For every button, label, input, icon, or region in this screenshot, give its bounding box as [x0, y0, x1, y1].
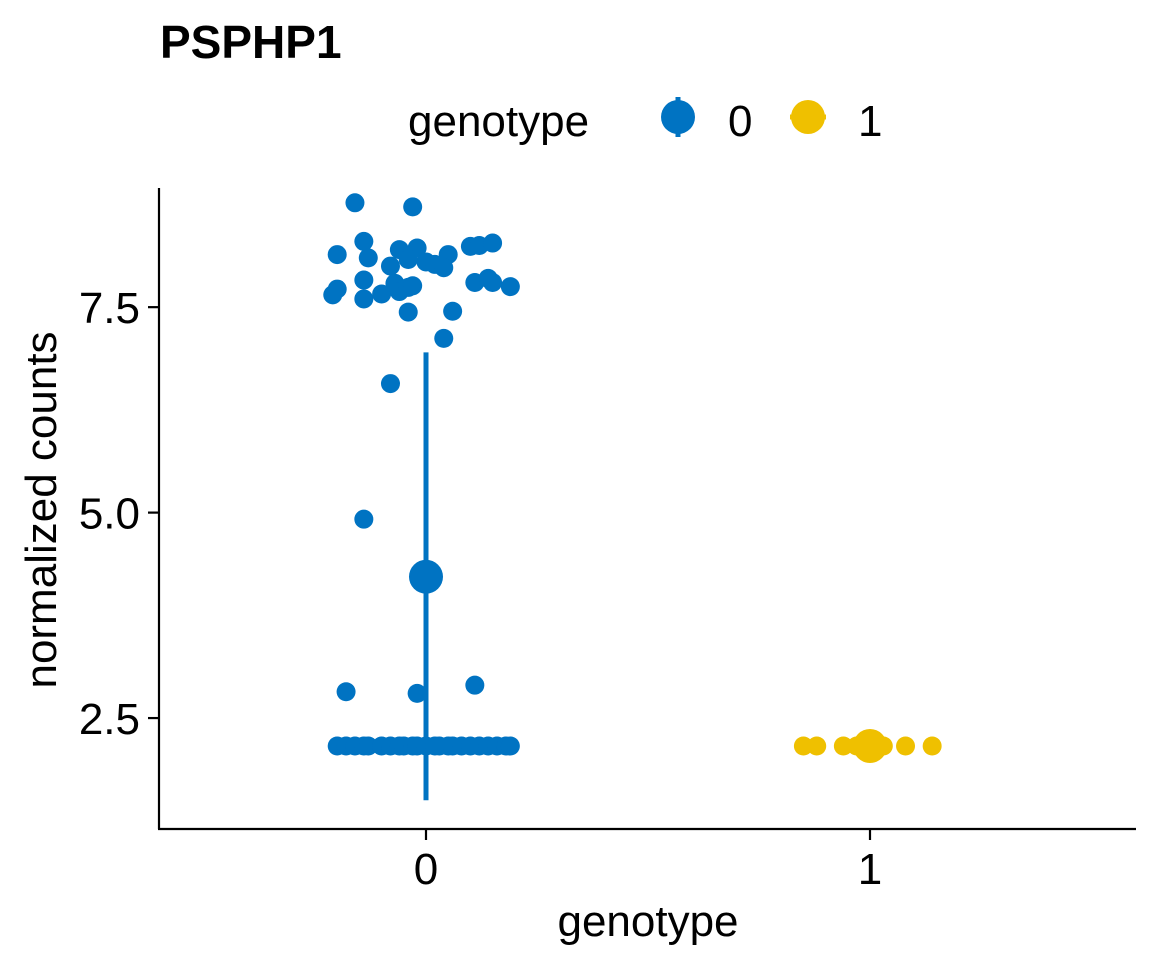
data-point: [434, 258, 454, 278]
mean-point: [853, 728, 887, 763]
mean-point: [409, 559, 443, 594]
legend: genotype 0 1: [408, 97, 882, 146]
data-point: [922, 736, 942, 756]
data-point: [327, 245, 347, 265]
data-point: [793, 736, 813, 756]
chart-title: PSPHP1: [160, 16, 342, 68]
legend-label-0: 0: [728, 97, 752, 146]
data-point: [807, 736, 827, 756]
data-point: [345, 193, 365, 213]
legend-label-1: 1: [858, 97, 882, 146]
y-tick-label: 7.5: [79, 284, 140, 333]
data-point: [336, 682, 356, 702]
data-point: [483, 233, 503, 253]
x-tick-label: 0: [414, 845, 438, 894]
data-point: [833, 736, 853, 756]
data-point: [354, 509, 374, 529]
y-axis: 2.5 5.0 7.5: [79, 284, 159, 744]
legend-key-1: [791, 100, 825, 134]
data-point: [323, 285, 343, 305]
legend-title: genotype: [408, 97, 589, 146]
y-tick-label: 2.5: [79, 695, 140, 744]
data-point: [358, 248, 378, 268]
x-axis-title: genotype: [557, 897, 738, 946]
plot-area: [323, 193, 942, 801]
data-point: [434, 328, 454, 348]
data-point: [358, 736, 378, 756]
data-point: [354, 289, 374, 309]
data-point: [354, 231, 374, 251]
data-point: [465, 675, 485, 695]
y-tick-label: 5.0: [79, 490, 140, 539]
data-point: [896, 736, 916, 756]
data-point: [403, 276, 423, 296]
data-point: [483, 273, 503, 293]
y-axis-title: normalized counts: [17, 331, 66, 688]
data-point: [380, 374, 400, 394]
data-point: [398, 249, 418, 269]
data-point: [380, 256, 400, 276]
data-point: [372, 284, 392, 304]
data-point: [443, 301, 463, 321]
series-1: [793, 728, 942, 763]
data-point: [398, 302, 418, 322]
data-point: [354, 270, 374, 290]
legend-key-0: [661, 100, 695, 134]
data-point: [500, 736, 520, 756]
series-0: [323, 193, 520, 801]
x-tick-label: 1: [858, 845, 882, 894]
data-point: [500, 277, 520, 297]
data-point: [403, 197, 423, 217]
data-point: [407, 683, 427, 703]
